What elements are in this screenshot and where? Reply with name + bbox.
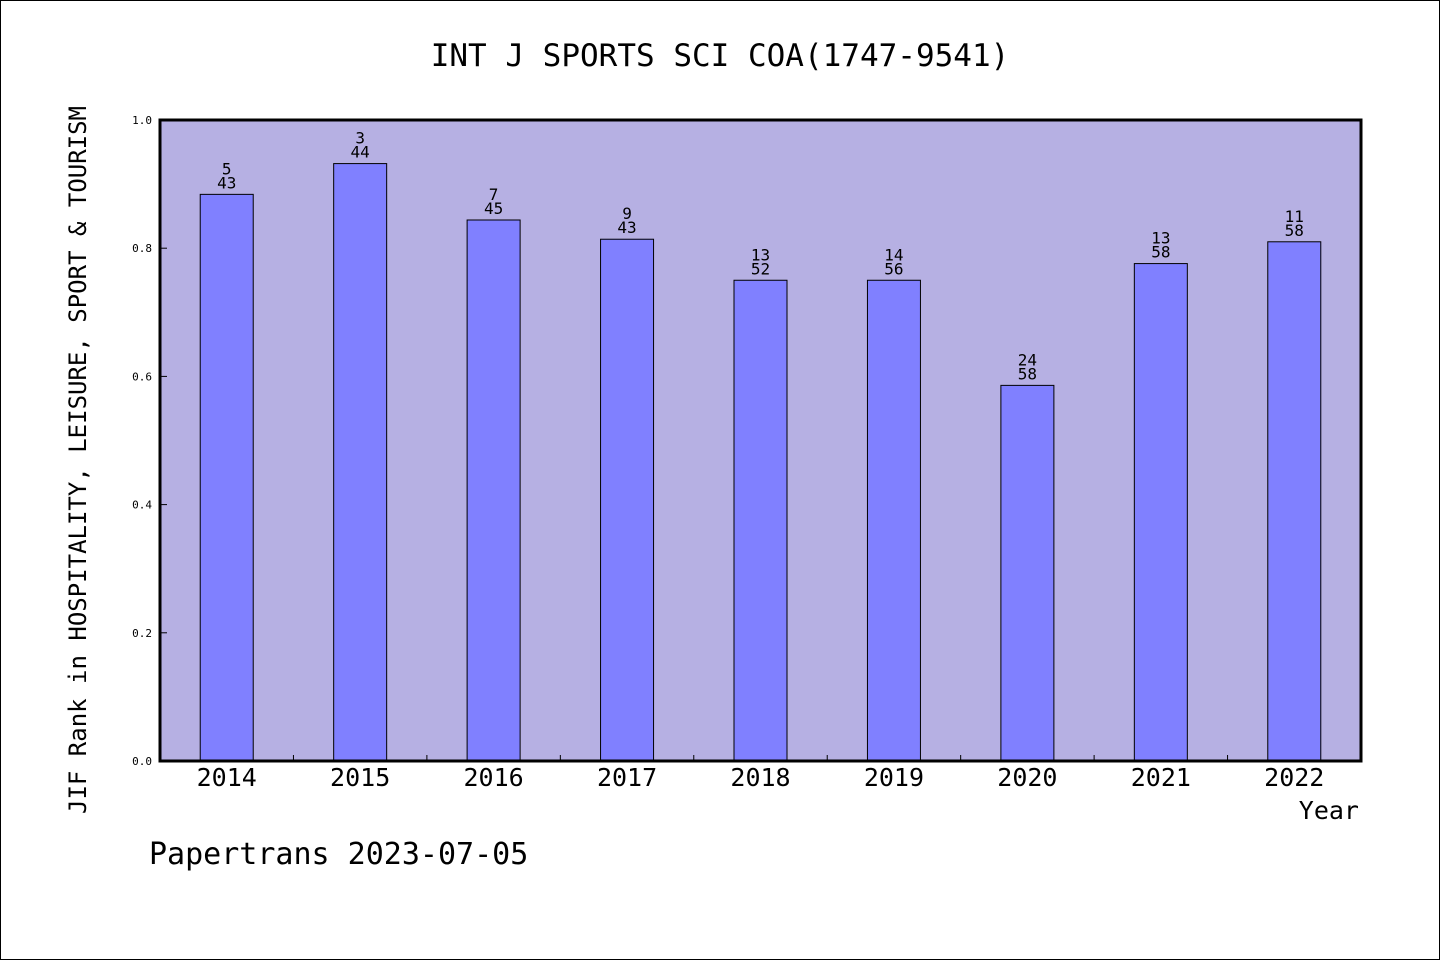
total-label: 58: [1285, 221, 1304, 240]
bar-2014: [199, 193, 254, 762]
x-tick-label: 2020: [997, 763, 1057, 792]
x-tick-label: 2015: [330, 763, 390, 792]
bar-2017: [600, 238, 655, 762]
total-label: 43: [617, 218, 636, 237]
y-tick-label: 0.8: [132, 242, 152, 255]
bar-2015: [333, 163, 388, 762]
x-axis-label: Year: [1299, 796, 1359, 825]
chart-title: INT J SPORTS SCI COA(1747-9541): [431, 38, 1010, 74]
bar-2018: [733, 279, 788, 762]
rank-label: 5: [222, 159, 232, 178]
bar-2016: [466, 219, 521, 762]
bar-2020: [1000, 384, 1055, 762]
x-axis: 2014 2015 2016 2017 2018 2019 2020 2021 2022: [197, 755, 1324, 792]
total-label: 58: [1151, 243, 1170, 262]
total-label: 56: [884, 259, 903, 278]
total-label: 43: [217, 173, 236, 192]
y-tick-label: 0.6: [132, 370, 152, 383]
x-tick-label: 2021: [1131, 763, 1191, 792]
rank-label: 24: [1018, 350, 1037, 369]
y-tick-label: 0.2: [132, 627, 152, 640]
rank-label: 11: [1285, 207, 1304, 226]
rank-label: 13: [1151, 229, 1170, 248]
x-tick-label: 2018: [730, 763, 790, 792]
y-tick-label: 0.0: [132, 755, 152, 768]
x-tick-label: 2016: [464, 763, 524, 792]
bar-2022: [1267, 241, 1322, 762]
total-label: 45: [484, 199, 503, 218]
bar-2019: [866, 279, 921, 762]
rank-label: 14: [884, 245, 903, 264]
y-tick-label: 1.0: [132, 114, 152, 127]
bar-2021: [1133, 263, 1188, 762]
total-label: 58: [1018, 364, 1037, 383]
y-axis: 0.0 0.2 0.4 0.6 0.8 1.0: [132, 114, 167, 768]
watermark-text: Papertrans 2023-07-05: [149, 837, 528, 872]
x-tick-label: 2014: [197, 763, 257, 792]
x-tick-label: 2019: [864, 763, 924, 792]
x-tick-label: 2022: [1264, 763, 1324, 792]
x-tick-label: 2017: [597, 763, 657, 792]
rank-label: 9: [622, 204, 632, 223]
rank-label: 13: [751, 245, 770, 264]
rank-label: 3: [355, 129, 365, 148]
total-label: 52: [751, 259, 770, 278]
plot-border: [158, 118, 1363, 763]
y-tick-label: 0.4: [132, 499, 152, 512]
rank-label: 7: [489, 185, 499, 204]
total-label: 44: [351, 143, 370, 162]
y-axis-label: JIF Rank in HOSPITALITY, LEISURE, SPORT …: [64, 106, 92, 814]
